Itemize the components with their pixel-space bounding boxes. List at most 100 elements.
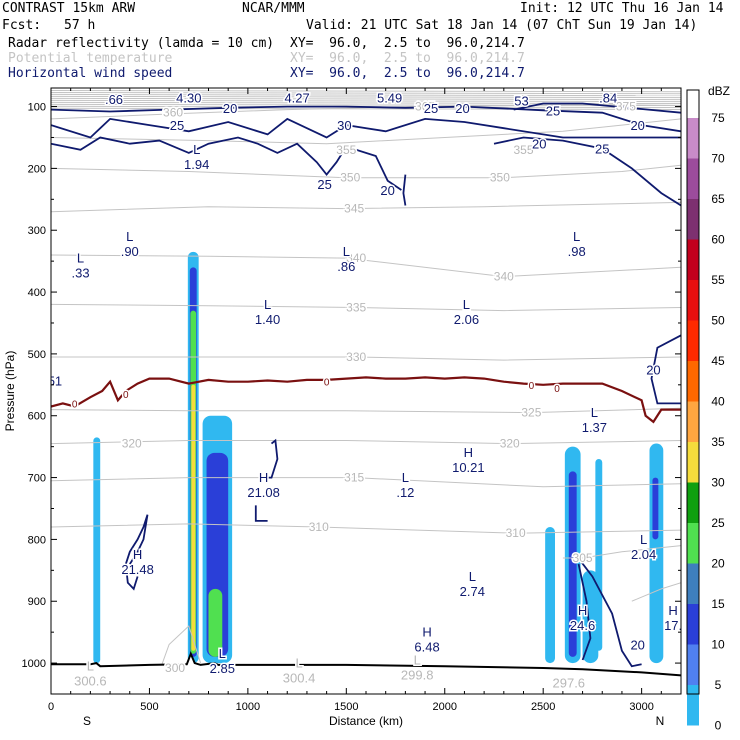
- center-value-label: 6.48: [414, 640, 439, 655]
- theta-label: 310: [506, 526, 526, 540]
- colorbar-label: 35: [711, 435, 725, 449]
- center-type-label: H: [422, 625, 431, 640]
- theta-contour: [160, 625, 202, 667]
- theta-contour: [51, 440, 681, 445]
- y-tick-label: 600: [28, 411, 46, 423]
- center-type-label: H: [464, 445, 473, 460]
- colorbar-label: 10: [711, 638, 725, 652]
- colorbar-segment: [687, 199, 699, 240]
- colorbar-segment: [687, 280, 699, 321]
- center-type-label: L: [343, 244, 350, 259]
- colorbar-label: 75: [711, 111, 725, 125]
- x-tick-label: 500: [140, 701, 158, 713]
- x-axis-label: Distance (km): [329, 714, 403, 728]
- theta-contour: [51, 107, 681, 111]
- x-tick-label: 1500: [334, 701, 358, 713]
- center-value-label: 2.04: [631, 547, 656, 562]
- wind-contour-layer: [51, 102, 681, 668]
- colorbar-segment: [687, 482, 699, 523]
- center-value-label: 300.4: [283, 670, 316, 685]
- center-type-label: L: [402, 470, 409, 485]
- wind-contour: [51, 105, 681, 133]
- freezing-level-label: 0: [529, 381, 535, 392]
- center-type-label: H: [668, 603, 677, 618]
- forecast-label: Fcst:: [2, 18, 42, 33]
- x-tick-label: 0: [48, 701, 54, 713]
- field-name-reflectivity: Radar reflectivity (lamda = 10 cm): [8, 36, 275, 51]
- wind-max-label: .84: [599, 90, 617, 105]
- center-value-label: 2.85: [210, 661, 235, 676]
- wind-label: 20: [646, 362, 660, 377]
- freezing-level-layer: [51, 376, 681, 424]
- theta-label: 320: [500, 437, 520, 451]
- colorbar-segment: [687, 644, 699, 685]
- y-tick-label: 900: [28, 596, 46, 608]
- reflectivity-cell: [595, 459, 603, 651]
- center-value-label: 297.6: [553, 675, 586, 690]
- colorbar-segment: [687, 442, 699, 483]
- theta-label: 365: [415, 100, 435, 114]
- reflectivity-cell: [652, 477, 659, 540]
- colorbar-segment: [687, 604, 699, 645]
- colorbar-segment: [687, 320, 699, 361]
- terrain-fill: [51, 653, 681, 694]
- theta-contour: [51, 91, 681, 95]
- theta-label: 355: [513, 143, 533, 157]
- center-type-label: L: [295, 655, 302, 670]
- x-tick-label: 2500: [531, 701, 555, 713]
- theta-contour-layer: [51, 89, 681, 667]
- wind-contour: [254, 505, 268, 522]
- theta-contour: [51, 97, 681, 101]
- center-value-label: .33: [71, 265, 89, 280]
- wind-label: 20: [455, 101, 469, 116]
- wind-contour: [493, 136, 681, 207]
- x-tick-label: 3000: [629, 701, 653, 713]
- colorbar-segment: [687, 239, 699, 280]
- theta-label: 335: [346, 301, 366, 315]
- center-value-label: 51: [48, 374, 62, 389]
- theta-contour: [51, 407, 681, 414]
- field-xy-theta: XY= 96.0, 2.5 to 96.0,214.7: [290, 51, 525, 66]
- field-xy-wind: XY= 96.0, 2.5 to 96.0,214.7: [290, 66, 525, 81]
- y-tick-label: 100: [28, 102, 46, 114]
- freezing-level-label: 0: [324, 378, 330, 389]
- axes-layer: 0 500 1000 1500 2000 2500 30001002003004005006…: [22, 88, 681, 713]
- center-value-label: 2.74: [460, 584, 485, 599]
- center-value-label: .90: [121, 244, 139, 259]
- theta-label: 375: [616, 100, 636, 114]
- colorbar-label: 55: [711, 273, 725, 287]
- theta-label: 345: [344, 202, 364, 216]
- center-type-label: L: [87, 659, 94, 674]
- terrain-line: [51, 651, 681, 677]
- theta-contour: [51, 523, 681, 534]
- colorbar-unit: dBZ: [708, 84, 730, 98]
- reflectivity-cell: [93, 437, 101, 664]
- center-type-label: L: [469, 569, 476, 584]
- init-time: Init: 12 UTC Thu 16 Jan 14: [520, 1, 724, 16]
- freezing-level-contour: [51, 376, 681, 424]
- colorbar-segment: [687, 158, 699, 199]
- theta-contour: [51, 89, 681, 93]
- forecast-hour: 57 h: [64, 18, 96, 33]
- y-tick-label: 300: [28, 225, 46, 237]
- theta-contour: [51, 99, 681, 103]
- terrain-layer: [51, 651, 681, 694]
- colorbar-segment: [687, 685, 699, 726]
- theta-contour: [51, 103, 681, 107]
- wind-max-label: 5.49: [377, 90, 402, 105]
- field-xy-reflectivity: XY= 96.0, 2.5 to 96.0,214.7: [290, 36, 525, 51]
- freezing-level-label: 0: [123, 390, 129, 401]
- field-name-theta: Potential temperature: [8, 51, 173, 66]
- wind-label: 20: [630, 118, 644, 133]
- model-title: CONTRAST 15km ARW: [2, 1, 136, 16]
- colorbar-segment: [687, 361, 699, 402]
- theta-contour: [51, 164, 681, 179]
- center-value-label: 10.21: [452, 460, 485, 475]
- center-value-label: 2.06: [454, 312, 479, 327]
- center-value-label: 300.6: [74, 674, 107, 689]
- theta-label: 350: [490, 171, 510, 185]
- wind-max-label: 53: [514, 93, 528, 108]
- colorbar-label: 20: [711, 557, 725, 571]
